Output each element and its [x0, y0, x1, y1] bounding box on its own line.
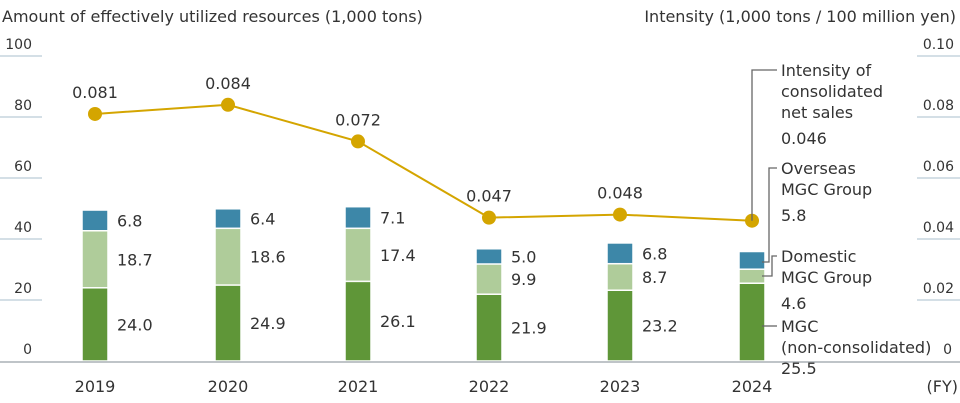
bar-segment	[345, 281, 371, 361]
bar-segment	[82, 210, 108, 231]
legend-line-label: Intensity of	[781, 61, 872, 80]
left-tick-label: 100	[5, 37, 32, 53]
legend-overseas-label: MGC Group	[781, 180, 872, 199]
legend-domestic-label: Domestic	[781, 247, 856, 266]
bar-segment	[607, 290, 633, 361]
right-tick-label: 0.10	[923, 37, 954, 53]
bar-value-label: 18.7	[117, 250, 153, 269]
line-point	[88, 106, 102, 121]
line-point	[482, 210, 496, 225]
x-tick-label: 2023	[600, 377, 641, 396]
bar-value-label: 23.2	[642, 317, 678, 336]
bar-segment	[345, 228, 371, 282]
line-value-label: 0.072	[335, 110, 381, 129]
x-tick-label: 2021	[338, 377, 379, 396]
legend-line-label: net sales	[781, 103, 853, 122]
line-value-label: 0.084	[205, 74, 251, 93]
bar-value-label: 6.8	[117, 211, 142, 230]
bar-segment	[82, 288, 108, 361]
x-unit-label: (FY)	[927, 377, 958, 396]
bar-value-label: 8.7	[642, 268, 667, 287]
x-tick-label: 2022	[469, 377, 510, 396]
leader-line	[762, 167, 777, 263]
x-tick-label: 2020	[208, 377, 249, 396]
legend-line-label: consolidated	[781, 82, 883, 101]
left-axis-title: Amount of effectively utilized resources…	[2, 7, 423, 26]
legend-mgc-label: (non-consolidated)	[781, 338, 931, 357]
legend-overseas-label: Overseas	[781, 159, 856, 178]
bar-value-label: 9.9	[511, 270, 536, 289]
bar-segment	[215, 285, 241, 361]
line-point	[351, 134, 365, 149]
bar-segment	[607, 243, 633, 264]
bar-segment	[476, 294, 502, 361]
line-point	[613, 207, 627, 222]
left-tick-label: 60	[14, 159, 32, 175]
bar-segment	[739, 283, 765, 361]
bar-segment	[739, 269, 765, 283]
line-value-label: 0.048	[597, 184, 643, 203]
bar-segment	[82, 231, 108, 288]
bar-value-label: 24.0	[117, 315, 153, 334]
legend-domestic-label: 4.6	[781, 294, 806, 313]
right-tick-label: 0.04	[923, 220, 954, 236]
bar-value-label: 26.1	[380, 312, 416, 331]
right-tick-label: 0.08	[923, 98, 954, 114]
bar-segment	[476, 264, 502, 294]
bar-value-label: 6.4	[250, 210, 275, 229]
x-tick-label: 2019	[75, 377, 116, 396]
legend-line-label: 0.046	[781, 129, 827, 148]
line-value-label: 0.047	[466, 187, 512, 206]
line-series	[94, 103, 753, 222]
right-tick-label: 0	[943, 342, 952, 358]
legend-domestic-label: MGC Group	[781, 268, 872, 287]
left-tick-label: 0	[23, 342, 32, 358]
right-axis-title: Intensity (1,000 tons / 100 million yen)	[644, 7, 956, 26]
left-tick-label: 80	[14, 98, 32, 114]
bar-segment	[215, 228, 241, 285]
bar-segment	[607, 263, 633, 290]
left-tick-label: 40	[14, 220, 32, 236]
bar-segment	[345, 206, 371, 229]
bar-value-label: 24.9	[250, 314, 286, 333]
bar-value-label: 5.0	[511, 247, 536, 266]
bar-value-label: 21.9	[511, 319, 547, 338]
leader-line	[762, 255, 777, 277]
bar-segment	[739, 251, 765, 269]
right-tick-label: 0.06	[923, 159, 954, 175]
right-tick-label: 0.02	[923, 281, 954, 297]
bar-segment	[476, 249, 502, 264]
line-value-label: 0.081	[72, 83, 118, 102]
bar-value-label: 7.1	[380, 208, 405, 227]
bar-segment	[215, 209, 241, 229]
legend-overseas-label: 5.8	[781, 206, 806, 225]
bar-value-label: 17.4	[380, 246, 416, 265]
legend-mgc-label: MGC	[781, 317, 818, 336]
x-tick-label: 2024	[732, 377, 773, 396]
bar-value-label: 18.6	[250, 248, 286, 267]
left-tick-label: 20	[14, 281, 32, 297]
bar-value-label: 6.8	[642, 244, 667, 263]
line-point	[221, 97, 235, 112]
legend-mgc-label: 25.5	[781, 359, 817, 378]
leader-line	[751, 69, 777, 221]
